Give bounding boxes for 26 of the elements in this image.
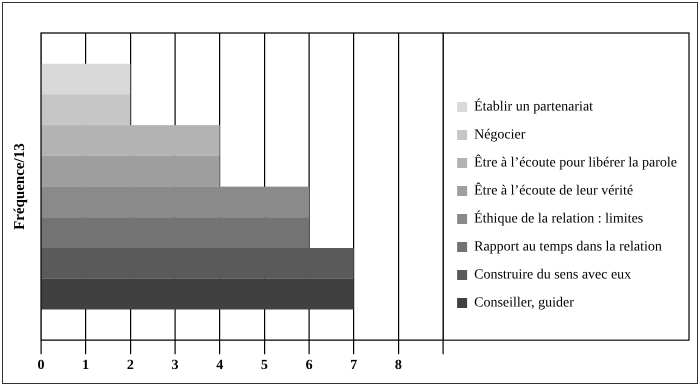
legend-label: Négocier (474, 128, 526, 143)
legend-label: Établir un partenariat (474, 98, 594, 115)
x-tick-label: 1 (82, 358, 90, 374)
x-tick-label: 5 (260, 358, 268, 374)
x-tick-label: 2 (126, 358, 134, 374)
x-tick-label: 7 (350, 358, 358, 374)
x-tick-label: 3 (172, 358, 179, 374)
bar (42, 156, 220, 187)
x-tick-label: 8 (394, 358, 402, 374)
bar (42, 186, 310, 218)
legend-label: Être à l’écoute de leur vérité (474, 182, 634, 199)
bar (42, 278, 354, 310)
legend-label: Être à l’écoute pour libérer la parole (474, 154, 677, 171)
y-axis-title: Fréquence/13 (12, 143, 28, 230)
bar (42, 94, 130, 126)
bar (42, 217, 310, 248)
legend-label: Éthique de la relation : limites (474, 210, 644, 227)
legend-label: Construire du sens avec eux (474, 268, 632, 283)
x-tick-label: 6 (306, 358, 313, 374)
x-tick-label: 4 (216, 358, 224, 374)
legend-label: Conseiller, guider (474, 296, 574, 311)
legend-label: Rapport au temps dans la relation (474, 240, 662, 255)
bar (42, 64, 130, 94)
x-tick-label: 0 (38, 358, 44, 374)
bar (42, 248, 354, 279)
bar (42, 125, 220, 156)
